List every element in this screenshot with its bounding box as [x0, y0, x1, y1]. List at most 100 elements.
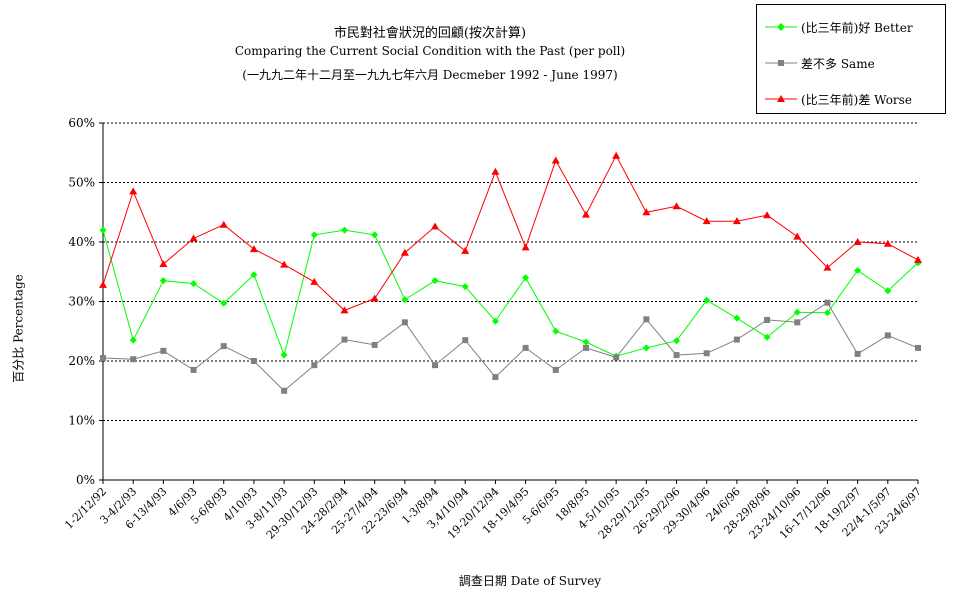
- legend-label-same: 差不多 Same: [801, 57, 875, 71]
- data-point: [219, 220, 228, 228]
- data-point: [552, 327, 560, 335]
- x-axis-label: 調查日期 Date of Survey: [458, 574, 602, 588]
- data-point: [159, 260, 168, 268]
- data-point: [130, 356, 137, 363]
- data-point: [370, 294, 379, 302]
- series-line-1: [102, 301, 919, 392]
- data-point: [642, 208, 651, 216]
- data-point: [280, 351, 288, 359]
- data-point: [884, 332, 891, 339]
- data-point: [129, 187, 138, 195]
- legend-marker-better: [765, 23, 797, 31]
- data-point: [400, 248, 409, 256]
- data-point: [582, 338, 590, 346]
- data-point: [794, 319, 801, 326]
- legend-item-same: 差不多 Same: [757, 53, 945, 73]
- data-point: [129, 336, 137, 344]
- data-point: [793, 308, 801, 316]
- data-point: [582, 344, 589, 351]
- data-point: [250, 358, 257, 364]
- data-point: [99, 226, 107, 234]
- data-point: [492, 374, 499, 381]
- data-point: [491, 317, 499, 325]
- data-point: [883, 239, 892, 247]
- data-point: [733, 336, 740, 343]
- data-point: [854, 267, 862, 275]
- data-point: [521, 243, 530, 251]
- data-point: [824, 299, 831, 306]
- data-point: [702, 217, 711, 225]
- data-point: [522, 344, 529, 351]
- data-point: [250, 271, 258, 279]
- data-point: [220, 299, 228, 307]
- series-line-0: [102, 229, 919, 357]
- data-point: [854, 350, 861, 357]
- data-point: [190, 366, 197, 373]
- chart-subtitle-english: Comparing the Current Social Condition w…: [234, 44, 626, 58]
- data-point: [159, 277, 167, 285]
- data-point: [703, 350, 710, 357]
- series-line-2: [102, 154, 919, 311]
- y-tick-label: 40%: [68, 235, 95, 249]
- data-point: [581, 210, 590, 218]
- data-point: [461, 246, 470, 254]
- data-point: [401, 296, 409, 304]
- y-tick-label: 0%: [76, 473, 95, 487]
- data-point: [340, 226, 348, 234]
- legend-marker-same: [765, 60, 797, 66]
- data-point: [763, 211, 772, 219]
- data-point: [461, 283, 469, 291]
- data-point: [432, 362, 439, 369]
- data-point: [281, 387, 288, 394]
- data-point: [310, 277, 319, 285]
- data-point: [522, 274, 530, 282]
- y-tick-label: 20%: [68, 354, 95, 368]
- data-point: [823, 263, 832, 271]
- data-point: [672, 202, 681, 210]
- y-tick-label: 50%: [68, 176, 95, 190]
- data-point: [884, 287, 892, 295]
- data-point: [190, 280, 198, 288]
- data-point: [703, 296, 711, 304]
- chart-title: 市民對社會狀況的回顧(按次計算): [333, 26, 527, 41]
- data-point: [491, 167, 500, 175]
- y-tick-label: 60%: [68, 116, 95, 130]
- data-point: [643, 316, 650, 323]
- data-point: [764, 316, 771, 323]
- data-point: [249, 245, 258, 253]
- data-point: [100, 355, 106, 362]
- data-point: [160, 347, 167, 354]
- data-point: [280, 260, 289, 268]
- data-point: [551, 156, 560, 164]
- data-point: [371, 341, 378, 348]
- y-tick-label: 30%: [68, 295, 95, 309]
- data-point: [914, 255, 922, 263]
- data-point: [99, 280, 107, 288]
- legend-item-better: (比三年前)好 Better: [757, 17, 945, 37]
- legend: (比三年前)好 Better 差不多 Same (比三年前)差 Worse: [756, 4, 946, 114]
- data-point: [793, 232, 802, 240]
- data-point: [673, 337, 681, 345]
- x-tick-label: 1-2/12/92: [62, 485, 109, 532]
- legend-label-worse: (比三年前)差 Worse: [801, 93, 912, 107]
- data-point: [341, 336, 348, 343]
- data-point: [853, 238, 862, 245]
- data-point: [311, 362, 318, 369]
- data-point: [220, 343, 227, 350]
- data-point: [642, 344, 650, 352]
- data-point: [340, 306, 349, 314]
- chart-subtitle-date-range: (一九九二年十二月至一九九七年六月 Decmeber 1992 - June 1…: [242, 68, 618, 82]
- legend-item-worse: (比三年前)差 Worse: [757, 89, 945, 109]
- y-tick-label: 10%: [68, 414, 95, 428]
- data-point: [763, 333, 771, 341]
- data-point: [189, 234, 198, 242]
- data-point: [613, 354, 620, 361]
- data-point: [310, 231, 318, 239]
- data-point: [612, 151, 621, 159]
- data-point: [823, 309, 831, 317]
- data-point: [462, 337, 469, 344]
- data-point: [915, 344, 921, 351]
- data-point: [371, 231, 379, 239]
- data-point: [401, 319, 408, 326]
